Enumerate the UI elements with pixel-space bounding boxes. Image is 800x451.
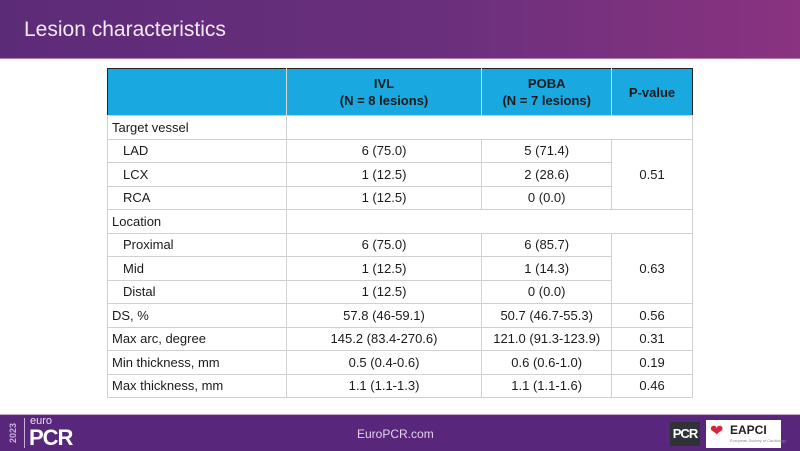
ivl-value: 145.2 (83.4-270.6) bbox=[285, 326, 483, 351]
eapci-subtext: European Society of Cardiology bbox=[730, 438, 787, 443]
table-row: RCA 1 (12.5) 0 (0.0) bbox=[107, 185, 693, 210]
ivl-value: 1 (12.5) bbox=[285, 279, 483, 304]
eapci-logo: ❤ EAPCI European Society of Cardiology bbox=[706, 420, 786, 448]
ivl-value: 6 (75.0) bbox=[285, 232, 483, 257]
lesion-table: IVL (N = 8 lesions) POBA (N = 7 lesions) P… bbox=[107, 68, 694, 398]
logo-euro: euro bbox=[30, 415, 53, 427]
row-label: Min thickness, mm bbox=[107, 350, 287, 375]
heart-icon: ❤ bbox=[710, 423, 724, 440]
row-label: Max thickness, mm bbox=[107, 373, 287, 398]
table-row: Target vessel bbox=[107, 115, 694, 140]
logo-pcr: PCR bbox=[29, 425, 73, 450]
poba-value: 0 (0.0) bbox=[481, 185, 613, 210]
table-row: Max thickness, mm 1.1 (1.1-1.3) 1.1 (1.1… bbox=[107, 373, 693, 398]
poba-value: 50.7 (46.7-55.3) bbox=[481, 303, 613, 328]
eapci-text: EAPCI bbox=[730, 423, 767, 437]
row-label: DS, % bbox=[107, 303, 287, 328]
row-label: Proximal bbox=[107, 232, 287, 257]
table-row: Distal 1 (12.5) 0 (0.0) bbox=[107, 279, 693, 304]
title-bar: Lesion characteristics bbox=[0, 0, 800, 59]
ivl-value: 1 (12.5) bbox=[285, 162, 483, 187]
p-value: 0.31 bbox=[611, 326, 693, 351]
ivl-value: 6 (75.0) bbox=[285, 138, 483, 163]
header-ivl: IVL (N = 8 lesions) bbox=[285, 68, 482, 116]
poba-value: 0 (0.0) bbox=[481, 279, 613, 304]
ivl-value: 57.8 (46-59.1) bbox=[285, 303, 483, 328]
pcr-badge-logo: PCR bbox=[670, 422, 700, 446]
page-title: Lesion characteristics bbox=[24, 18, 226, 41]
row-label: LAD bbox=[107, 138, 287, 163]
ivl-value: 0.5 (0.4-0.6) bbox=[285, 350, 483, 375]
table-row: Location bbox=[107, 209, 694, 234]
p-value: 0.63 bbox=[611, 232, 693, 304]
table-row: Min thickness, mm 0.5 (0.4-0.6) 0.6 (0.6… bbox=[107, 350, 693, 375]
row-label: Mid bbox=[107, 256, 287, 281]
row-label: Location bbox=[107, 209, 287, 234]
row-label: LCX bbox=[107, 162, 287, 187]
poba-value: 0.6 (0.6-1.0) bbox=[481, 350, 613, 375]
logo-divider bbox=[24, 418, 25, 448]
ivl-value: 1 (12.5) bbox=[285, 185, 483, 210]
row-label: Distal bbox=[107, 279, 287, 304]
poba-value: 1 (14.3) bbox=[481, 256, 613, 281]
poba-value: 121.0 (91.3-123.9) bbox=[481, 326, 613, 351]
table-header-row: IVL (N = 8 lesions) POBA (N = 7 lesions) P… bbox=[107, 68, 693, 116]
table-row: DS, % 57.8 (46-59.1) 50.7 (46.7-55.3) 0.… bbox=[107, 303, 693, 328]
poba-value: 6 (85.7) bbox=[481, 232, 613, 257]
logo-year: 2023 bbox=[8, 422, 18, 444]
header-empty bbox=[107, 68, 287, 116]
table-row: Proximal 6 (75.0) 6 (85.7) 0.63 bbox=[107, 232, 693, 304]
row-label: Max arc, degree bbox=[107, 326, 287, 351]
p-value: 0.19 bbox=[611, 350, 693, 375]
row-label: RCA bbox=[107, 185, 287, 210]
p-value: 0.51 bbox=[611, 138, 693, 210]
poba-value: 5 (71.4) bbox=[481, 138, 613, 163]
table-row: LCX 1 (12.5) 2 (28.6) bbox=[107, 162, 693, 187]
row-label: Target vessel bbox=[107, 115, 287, 140]
p-value: 0.56 bbox=[611, 303, 693, 328]
footer-bar: 2023 euro PCR EuroPCR.com PCR ❤ EAPCI Eu… bbox=[0, 414, 800, 451]
ivl-value: 1 (12.5) bbox=[285, 256, 483, 281]
header-pvalue: P-value bbox=[611, 68, 693, 116]
table-row: Max arc, degree 145.2 (83.4-270.6) 121.0… bbox=[107, 326, 693, 351]
table-row: LAD 6 (75.0) 5 (71.4) 0.51 bbox=[107, 138, 693, 210]
table-row: Mid 1 (12.5) 1 (14.3) bbox=[107, 256, 693, 281]
footer-link[interactable]: EuroPCR.com bbox=[357, 427, 434, 441]
header-poba: POBA (N = 7 lesions) bbox=[481, 68, 612, 116]
poba-value: 2 (28.6) bbox=[481, 162, 613, 187]
poba-value: 1.1 (1.1-1.6) bbox=[481, 373, 613, 398]
p-value: 0.46 bbox=[611, 373, 693, 398]
ivl-value: 1.1 (1.1-1.3) bbox=[285, 373, 483, 398]
